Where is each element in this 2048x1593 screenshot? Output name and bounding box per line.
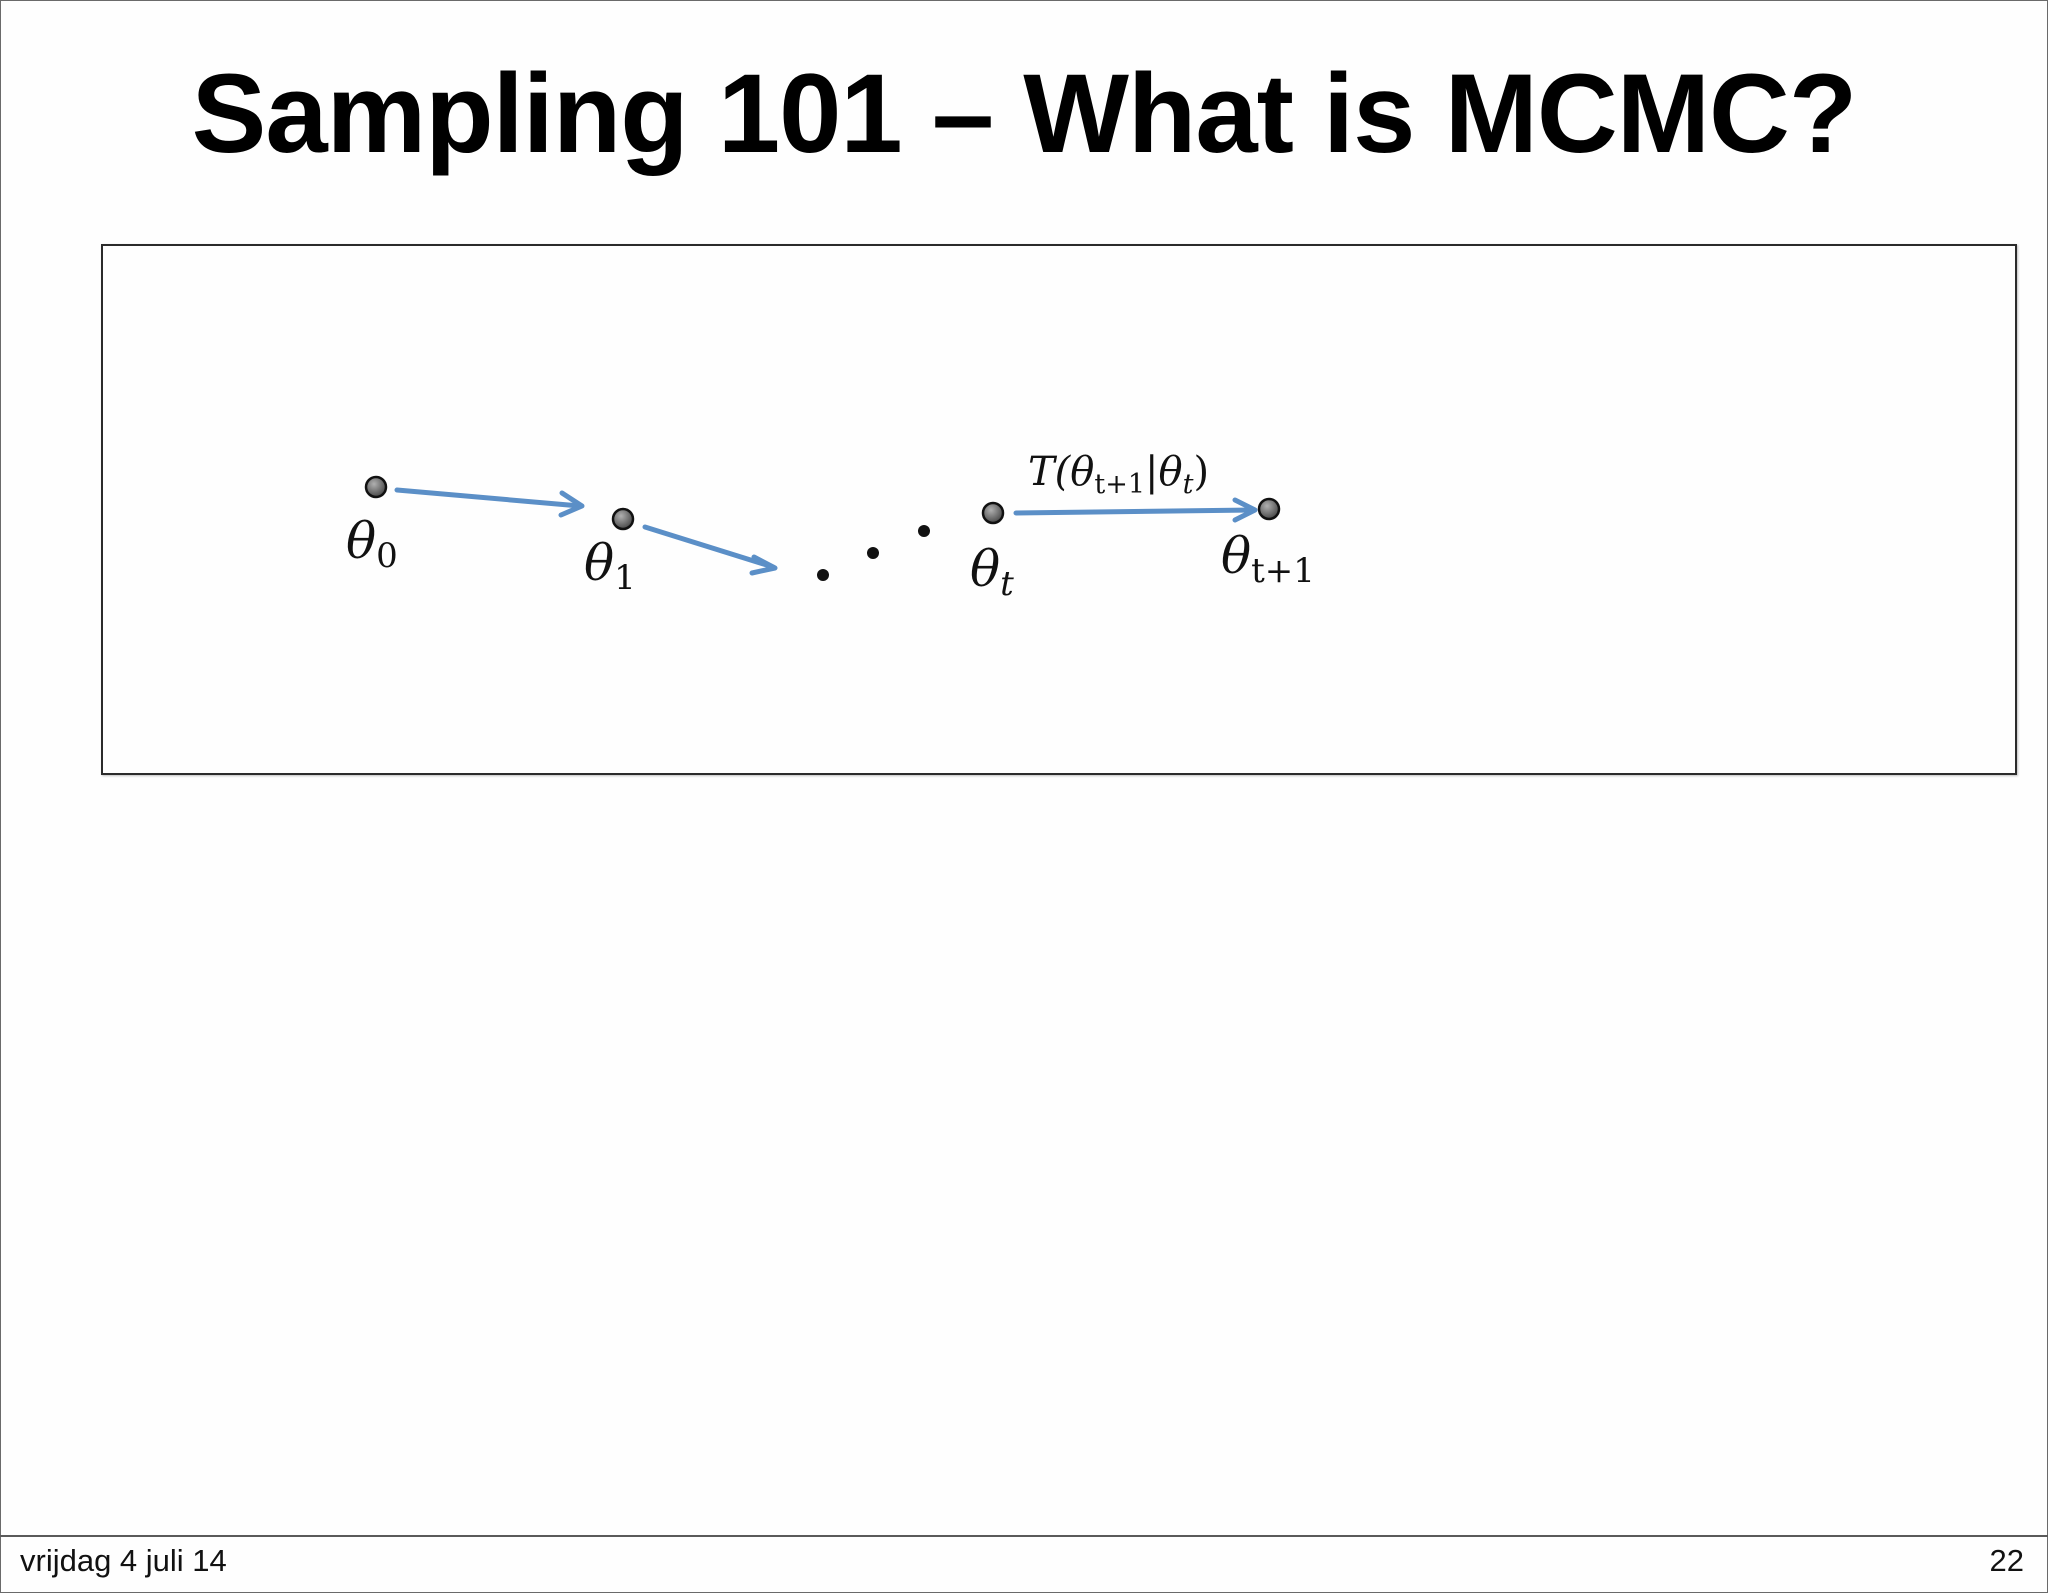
diagram-box <box>101 244 2017 775</box>
page-number: 22 <box>1989 1543 2024 1578</box>
node-theta1 <box>611 507 635 531</box>
node-theta0 <box>364 475 388 499</box>
label-theta0: θ0 <box>346 512 398 576</box>
footer-divider <box>0 1535 2048 1537</box>
node-thetat <box>981 501 1005 525</box>
arrow-theta1-to-ellipsis <box>642 524 778 576</box>
arrow-theta0-to-theta1 <box>394 487 585 518</box>
label-theta1: θ1 <box>584 534 636 598</box>
arrow-thetat-to-thetat1 <box>1013 497 1258 523</box>
slide-title: Sampling 101 – What is MCMC? <box>191 51 1858 176</box>
label-thetat: θt <box>970 540 1014 604</box>
label-thetat1: θt+1 <box>1221 527 1315 591</box>
node-thetat1 <box>1257 497 1281 521</box>
ellipsis-dots <box>817 525 930 581</box>
transition-kernel-label: T(θt+1|θt) <box>1028 449 1209 500</box>
footer-date: vrijdag 4 juli 14 <box>20 1543 227 1578</box>
